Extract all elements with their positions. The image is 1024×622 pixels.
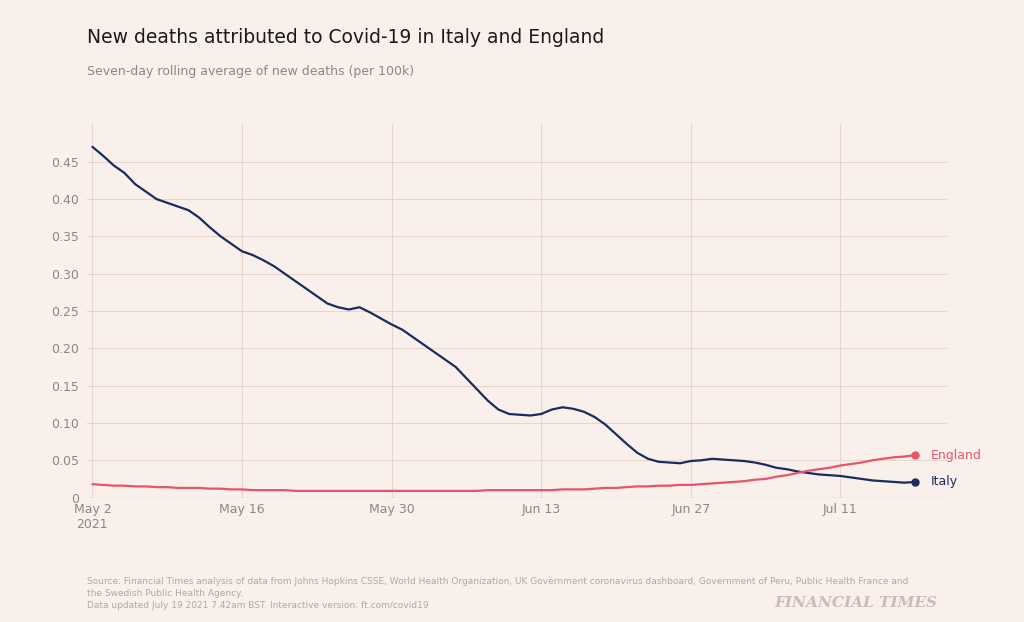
Text: New deaths attributed to Covid-19 in Italy and England: New deaths attributed to Covid-19 in Ita… <box>87 28 604 47</box>
Text: England: England <box>931 448 982 462</box>
Text: Italy: Italy <box>931 475 958 488</box>
Text: Source: Financial Times analysis of data from Johns Hopkins CSSE, World Health O: Source: Financial Times analysis of data… <box>87 577 908 610</box>
Text: FINANCIAL TIMES: FINANCIAL TIMES <box>774 595 937 610</box>
Text: Seven-day rolling average of new deaths (per 100k): Seven-day rolling average of new deaths … <box>87 65 414 78</box>
